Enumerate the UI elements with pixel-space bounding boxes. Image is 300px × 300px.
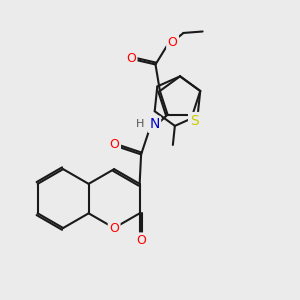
Text: S: S [190,114,198,128]
Text: O: O [136,234,146,247]
Text: N: N [149,117,160,131]
Text: O: O [110,139,119,152]
Text: O: O [109,221,119,235]
Text: H: H [136,119,145,129]
Text: O: O [126,52,136,65]
Text: O: O [168,36,178,49]
